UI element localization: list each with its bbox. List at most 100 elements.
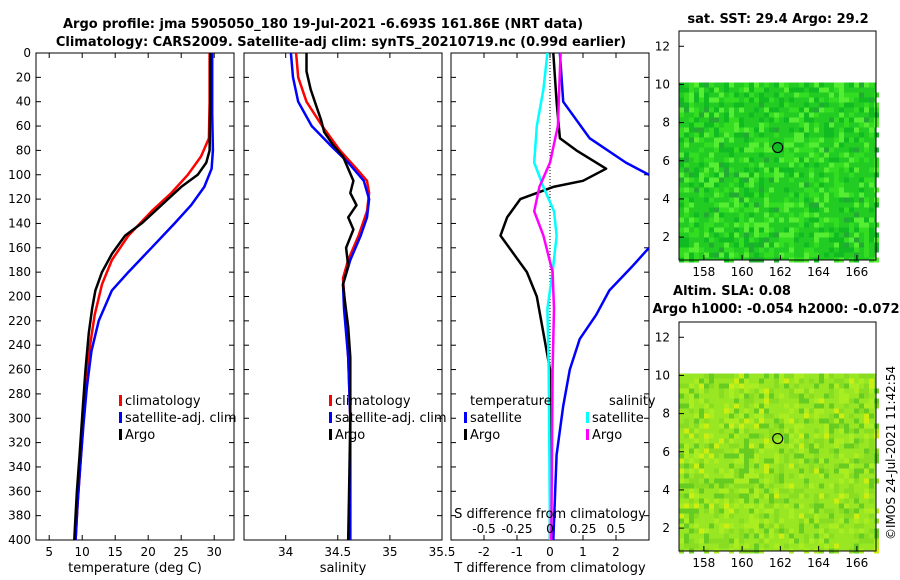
sla-map-cell [699,473,704,479]
sst-map-cell [869,127,874,133]
sst-map-cell [809,107,814,113]
salinity-diff-tick-label: -0.25 [501,522,532,536]
sla-map-cell [719,538,724,544]
sla-map-cell [804,433,809,439]
sst-map-cell [699,127,704,133]
sla-map-cell [729,433,734,439]
sla-map-cell [839,518,844,524]
sst-map-cell [764,212,769,218]
sst-map-cell [809,167,814,173]
sst-map-cell [744,172,749,178]
sst-map-cell [774,157,779,163]
sst-map-cell [709,157,714,163]
sst-map-cell [799,197,804,203]
sst-map-cell [779,112,784,118]
sla-map-cell [739,488,744,494]
sst-map-cell [739,172,744,178]
y-tick-label: 10 [655,77,670,91]
sla-map-cell [744,523,749,529]
sst-map-cell [779,207,784,213]
sla-map-cell [744,428,749,434]
sst-map-cell [864,222,869,228]
sla-map-cell [759,503,764,509]
sla-map-cell [684,403,689,409]
sla-map-cell [729,438,734,444]
sla-map-cell [774,433,779,439]
sst-map-cell [839,87,844,93]
sla-map-cell [729,538,734,544]
sst-map-cell [709,132,714,138]
sla-map-cell [824,393,829,399]
sst-map-cell [779,232,784,238]
sla-map-cell [769,508,774,514]
sla-map-cell [834,408,839,414]
sst-map-cell [784,237,789,243]
y-tick-label: 140 [8,216,31,230]
sst-map-cell [739,202,744,208]
sst-map-cell [694,222,699,228]
sst-map-cell [804,222,809,228]
sla-map-cell [759,513,764,519]
sst-map-cell [704,187,709,193]
sla-map-cell [799,398,804,404]
sla-map-cell [809,468,814,474]
sst-map-cell [814,127,819,133]
x-tick-label: 162 [769,265,792,279]
sla-map-cell [684,448,689,454]
sst-map-cell [709,82,714,88]
sla-map-cell [739,418,744,424]
sla-map-cell [769,523,774,529]
sst-map-cell [849,207,854,213]
sst-map-cell [784,152,789,158]
sst-map-cell [704,252,709,258]
sst-map-cell [814,192,819,198]
sst-map-cell [839,102,844,108]
sla-map-cell [769,493,774,499]
sst-map-cell [749,147,754,153]
sla-map-cell [714,478,719,484]
sst-map-cell [844,207,849,213]
sla-map-cell [869,428,874,434]
sla-map-cell [679,463,684,469]
sst-map-cell [789,162,794,168]
sla-map-cell [754,478,759,484]
sla-map-cell [844,403,849,409]
sla-map-cell [724,543,729,549]
sst-map-cell [844,127,849,133]
sst-map-cell [799,87,804,93]
sla-map-cell [864,383,869,389]
sst-map-cell [819,202,824,208]
sst-map-cell [869,122,874,128]
sla-map-cell [829,513,834,519]
sst-map-cell [834,157,839,163]
sla-map-cell [794,488,799,494]
sla-map-cell [804,458,809,464]
sst-map-cell [829,167,834,173]
x-tick-label: 2 [612,545,620,559]
x-tick-label: 166 [845,265,868,279]
sla-map-cell [714,498,719,504]
sla-map-cell [764,458,769,464]
sla-map-cell [689,493,694,499]
sla-map-cell [749,528,754,534]
sla-map-cell [809,393,814,399]
sla-map-cell [764,488,769,494]
sst-map-cell [799,182,804,188]
sla-map-cell [779,523,784,529]
sla-map-cell [864,373,869,379]
sst-map-cell [804,102,809,108]
sst-map-cell [839,247,844,253]
sla-map-cell [704,423,709,429]
sla-map-cell [854,383,859,389]
sla-map-cell [834,383,839,389]
sst-map-cell [744,207,749,213]
sst-map-cell [824,197,829,203]
sla-map-cell [829,483,834,489]
sst-map-cell [839,252,844,258]
sla-map-cell [854,498,859,504]
sla-map-cell [739,468,744,474]
sla-map-cell [794,463,799,469]
sla-map-cell [759,388,764,394]
sla-map-cell [759,533,764,539]
sla-map-cell [704,413,709,419]
